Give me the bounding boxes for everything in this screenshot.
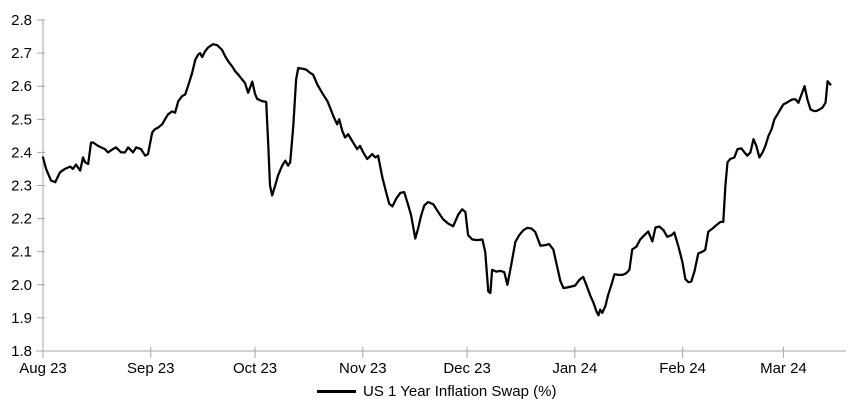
y-tick-label: 2.3 [11,178,32,195]
x-tick-label: Mar 24 [760,360,807,377]
x-tick-label: Nov 23 [339,360,387,377]
y-tick-label: 2.7 [11,45,32,62]
y-tick-label: 1.9 [11,310,32,327]
legend: US 1 Year Inflation Swap (%) [317,383,556,400]
legend-series-label: US 1 Year Inflation Swap (%) [363,383,557,400]
x-tick-label: Aug 23 [19,360,67,377]
x-tick-label: Feb 24 [659,360,706,377]
y-tick-label: 2.8 [11,12,32,29]
y-tick-label: 2.2 [11,211,32,228]
x-tick-label: Jan 24 [552,360,597,377]
x-tick-label: Oct 23 [233,360,277,377]
y-tick-label: 2.6 [11,78,32,95]
y-tick-label: 2.0 [11,277,32,294]
x-tick-label: Dec 23 [443,360,491,377]
x-tick-label: Sep 23 [127,360,175,377]
y-tick-label: 2.1 [11,244,32,261]
y-tick-label: 1.8 [11,343,32,360]
series-line-us-1y-inflation-swap [41,43,832,317]
y-tick-label: 2.5 [11,111,32,128]
legend-line-sample [317,390,356,393]
y-tick-label: 2.4 [11,144,32,161]
